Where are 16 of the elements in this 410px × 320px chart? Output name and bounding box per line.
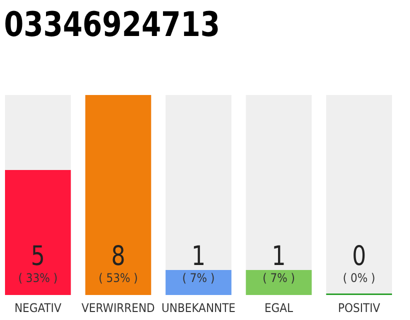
annotation: ( 0% ) [342, 271, 376, 285]
x-tick-label: VERWIRREND [82, 301, 155, 315]
x-tick-label: UNBEKANNTE [161, 301, 236, 315]
x-tick-label: POSITIV [338, 301, 381, 315]
data-label: 0 [352, 241, 368, 272]
data-label: 8 [111, 241, 127, 272]
chart-title: 03346924713 [4, 5, 238, 45]
data-label: 1 [272, 241, 288, 272]
data-label: 1 [192, 241, 207, 272]
annotation: ( 7% ) [182, 271, 215, 285]
x-tick-label: NEGATIV [14, 301, 62, 315]
annotation: ( 53% ) [98, 271, 138, 285]
x-tick-label: EGAL [264, 301, 294, 315]
data-label: 5 [30, 241, 46, 272]
annotation: ( 7% ) [262, 271, 295, 285]
annotation: ( 33% ) [18, 271, 58, 285]
